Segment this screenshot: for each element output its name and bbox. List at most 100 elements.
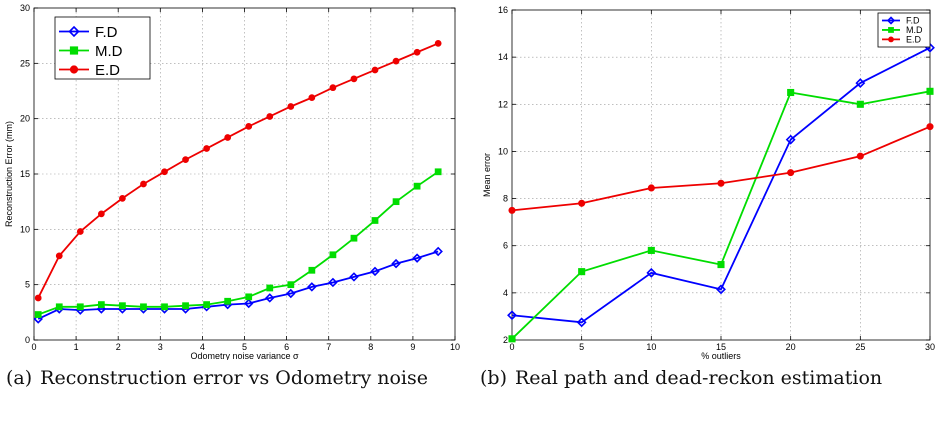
chart-a-ytick-label: 30: [20, 3, 30, 13]
chart-a-series-ed-point: [182, 156, 189, 163]
chart-b-legend-marker: [888, 27, 894, 33]
chart-a-series-ed-point: [203, 145, 210, 152]
chart-b-series-fd-point: [716, 284, 726, 295]
chart-a-ytick-label: 0: [25, 335, 30, 345]
chart-b-ytick-label: 2: [503, 335, 508, 345]
chart-a-series-md-point: [203, 301, 210, 308]
chart-a-series-md-point: [97, 301, 105, 308]
chart-b-legend-label: M.D: [906, 25, 923, 35]
chart-a: 0 1 2 3 4 5 6 7 8 9 10 0 5 10 15 20 25 30 Odometry noise v…: [4, 3, 460, 360]
chart-a-series-md-point: [287, 281, 295, 289]
chart-b-legend-marker: [888, 36, 894, 43]
chart-a-series-ed-point: [34, 294, 42, 302]
chart-a-series-ed-point: [245, 123, 253, 130]
chart-a-series-ed-point: [329, 84, 337, 92]
chart-b-series-ed-point: [508, 206, 516, 214]
chart-a-series-md-point: [182, 302, 189, 310]
chart-a-series-fd-point: [370, 266, 380, 277]
chart-a-ytick-label: 15: [20, 169, 30, 179]
chart-a-xtick-label: 0: [31, 342, 36, 352]
chart-b-series-md-point: [508, 335, 516, 343]
chart-a-ytick-label: 25: [20, 58, 30, 68]
chart-a-series-md-point: [224, 297, 232, 305]
chart-b-series-fd-point: [785, 134, 796, 145]
chart-a-series-fd-point: [265, 293, 275, 303]
chart-a-series-ed-point: [371, 66, 379, 74]
chart-a-series-ed-point: [97, 210, 105, 218]
chart-a-xtick-label: 6: [284, 342, 289, 352]
chart-b-series-ed-point: [856, 152, 864, 160]
chart-a-series-fd-point: [433, 246, 443, 257]
chart-b-series-fd-line: [511, 46, 931, 324]
chart-b-legend: F.DM.DE.D: [877, 12, 931, 48]
chart-b: 0 5 10 15 20 25 30 2 4 6 8 10 12 14 16 % outliers Mean e…: [482, 5, 935, 360]
chart-a-xtick-label: 3: [158, 342, 163, 352]
chart-a-series-ed-point: [119, 194, 126, 202]
chart-a-xtick-label: 8: [368, 342, 373, 352]
chart-b-xtick-label: 20: [786, 342, 796, 352]
chart-a-series-md-point: [392, 198, 400, 206]
chart-a-series-md-point: [34, 311, 42, 318]
chart-b-series-ed-point: [717, 179, 725, 187]
chart-a-series-md-point: [245, 293, 253, 301]
chart-b-ytick-label: 14: [498, 52, 508, 62]
chart-a-series-ed-point: [161, 168, 168, 176]
chart-a-xtick-label: 4: [200, 342, 205, 352]
chart-b-xtick-label: 10: [646, 342, 656, 352]
chart-a-series-ed-point: [55, 252, 63, 260]
chart-b-ylabel: Mean error: [482, 153, 492, 197]
chart-a-xtick-label: 2: [116, 342, 121, 352]
chart-a-series-md-point: [413, 182, 421, 190]
chart-b-series-fd-point: [855, 78, 866, 89]
chart-b-legend-label: F.D: [906, 16, 920, 26]
caption-b: (b) Real path and dead-reckon estimation: [480, 365, 935, 391]
caption-a-label: (a): [6, 367, 33, 389]
chart-a-legend-marker: [69, 65, 79, 74]
chart-b-series-fd-point: [576, 317, 587, 328]
chart-b-legend-label: E.D: [906, 35, 922, 45]
chart-a-series-fd-point: [307, 282, 317, 292]
chart-a-series-fd-point: [412, 253, 422, 263]
chart-a-legend-marker: [68, 25, 80, 38]
chart-a-legend-label: E.D: [95, 62, 120, 79]
chart-a-series-ed-point: [287, 103, 295, 110]
chart-a-series-md-point: [434, 168, 442, 176]
chart-a-series-ed-point: [76, 228, 84, 235]
chart-a-ytick-label: 10: [20, 224, 30, 234]
chart-b-ytick-label: 16: [498, 5, 508, 15]
chart-a-series-md-point: [161, 303, 168, 311]
chart-a-series-md-point: [371, 217, 379, 224]
chart-a-series-ed-point: [350, 75, 358, 83]
chart-a-series-md-point: [140, 303, 147, 311]
chart-a-series-ed-point: [266, 113, 274, 120]
chart-a-xtick-label: 7: [326, 342, 331, 352]
chart-a-series-fd-point: [243, 298, 254, 309]
chart-b-xtick-label: 0: [509, 342, 514, 352]
chart-b-series-ed-point: [926, 123, 934, 131]
chart-b-series-fd-point: [646, 267, 657, 278]
chart-b-series-ed-point: [647, 184, 655, 192]
chart-b-ytick-label: 10: [498, 146, 508, 156]
chart-a-legend-label: M.D: [95, 43, 123, 60]
chart-a-series-fd-point: [286, 288, 296, 299]
chart-a-legend: F.D M.D E.D: [54, 16, 151, 80]
chart-a-series-md-point: [119, 302, 126, 310]
chart-a-series-ed: [34, 40, 442, 302]
chart-a-series-ed-point: [140, 180, 147, 188]
chart-b-ytick-label: 12: [498, 99, 508, 109]
chart-a-series-fd: [33, 246, 443, 324]
chart-a-series-md-point: [266, 284, 274, 292]
chart-a-series-fd-point: [328, 277, 338, 288]
chart-b-series-md-point: [856, 100, 864, 108]
chart-a-series-md: [34, 168, 442, 318]
chart-a-legend-marker: [69, 46, 79, 55]
chart-b-series-md-point: [926, 87, 934, 95]
chart-b-ytick-label: 8: [503, 194, 508, 204]
caption-b-label: (b): [480, 367, 507, 389]
chart-a-xtick-label: 10: [450, 342, 460, 352]
chart-a-legend-label: F.D: [95, 24, 118, 41]
chart-b-series-ed-point: [578, 199, 586, 207]
caption-a-text: Reconstruction error vs Odometry noise: [40, 367, 428, 389]
chart-b-legend-marker: [886, 16, 896, 25]
